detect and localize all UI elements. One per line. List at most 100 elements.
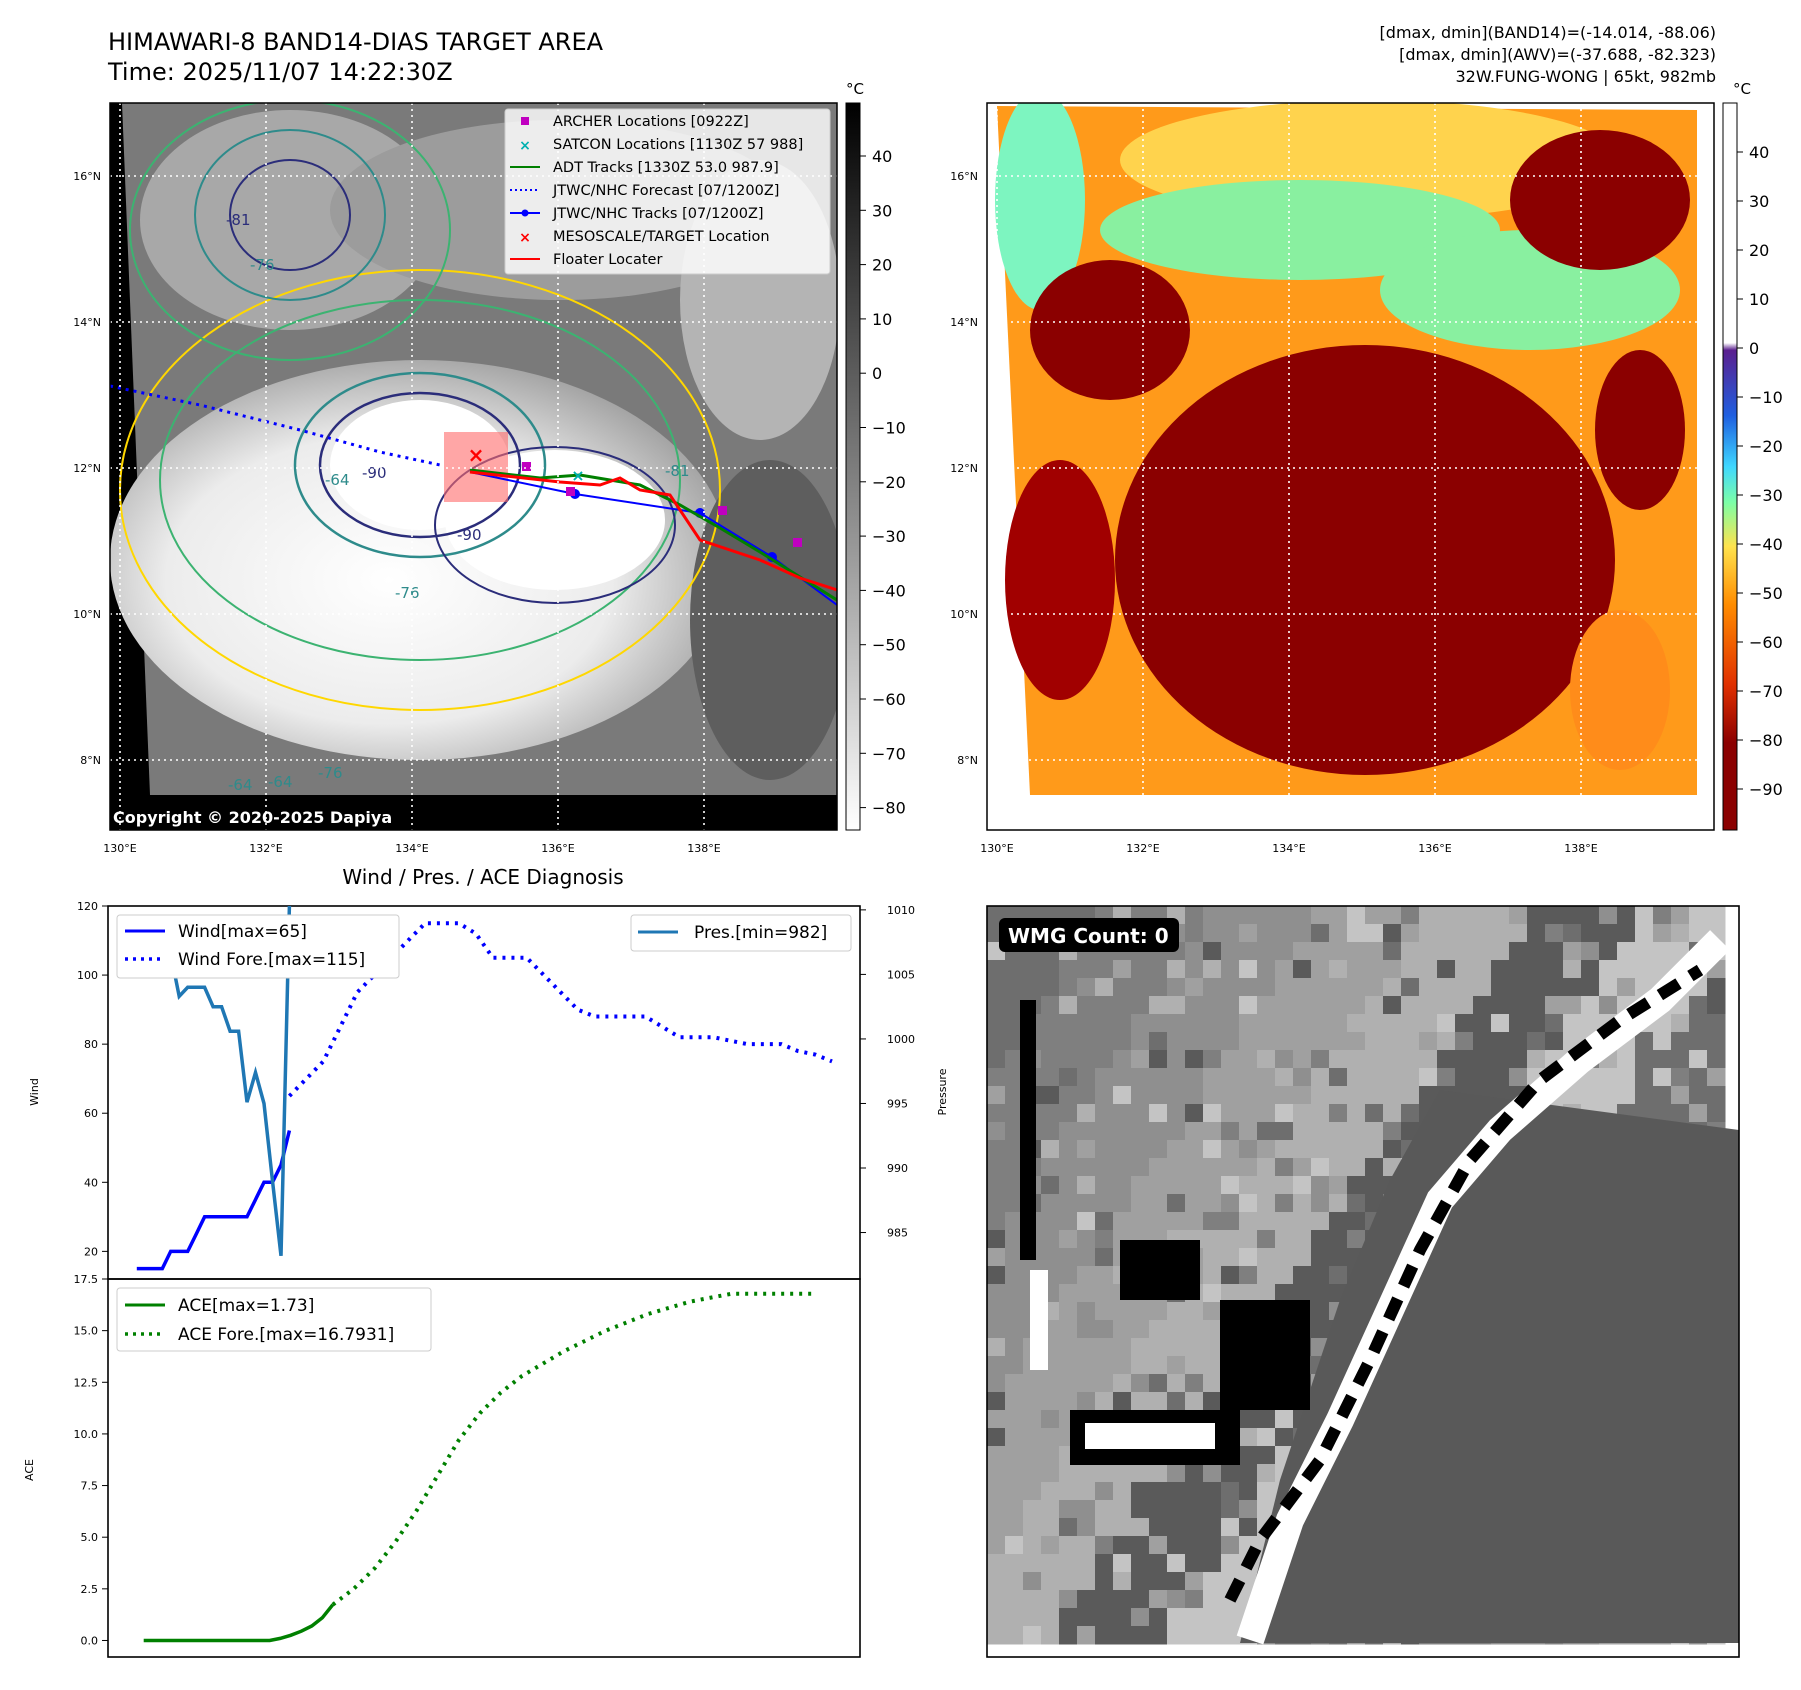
- storm-info: 32W.FUNG-WONG | 65kt, 982mb: [1455, 67, 1716, 86]
- wmg-cell: [1545, 906, 1564, 925]
- wmg-cell: [1293, 1014, 1312, 1033]
- wmg-cell: [1005, 1104, 1024, 1123]
- wmg-cell: [1383, 942, 1402, 961]
- wmg-cell: [1077, 1230, 1096, 1249]
- wmg-cell: [1005, 1050, 1024, 1069]
- wmg-cell: [1149, 1014, 1168, 1033]
- wmg-cell: [1077, 1104, 1096, 1123]
- wmg-cell: [1221, 1482, 1240, 1501]
- wmg-cell: [1113, 1572, 1132, 1591]
- wmg-cell: [1383, 1050, 1402, 1069]
- wmg-cell: [1203, 1518, 1222, 1537]
- wmg-cell: [1347, 1032, 1366, 1051]
- wmg-cell: [1329, 1050, 1348, 1069]
- legend-label: Wind[max=65]: [178, 922, 307, 942]
- wmg-cell: [1491, 996, 1510, 1015]
- wmg-cell: [1671, 1014, 1690, 1033]
- wmg-cell: [1617, 1050, 1636, 1069]
- wmg-cell: [1671, 924, 1690, 943]
- legend-label: ACE Fore.[max=16.7931]: [178, 1325, 394, 1345]
- wmg-cell: [1707, 906, 1726, 925]
- wmg-cell: [1293, 1086, 1312, 1105]
- wmg-cell: [1509, 978, 1528, 997]
- ace-tick-label: 12.5: [74, 1376, 99, 1389]
- wmg-cell: [1023, 1446, 1042, 1465]
- wind-tick-label: 80: [84, 1038, 98, 1051]
- wmg-cell: [987, 1536, 1006, 1555]
- archer-marker: [793, 538, 802, 547]
- wmg-cell: [1347, 1086, 1366, 1105]
- wmg-cell: [1041, 1086, 1060, 1105]
- contour-label: -81: [665, 462, 690, 480]
- wmg-cell: [987, 1248, 1006, 1267]
- wmg-cell: [1203, 1284, 1222, 1303]
- wmg-cell: [1275, 1230, 1294, 1249]
- wmg-cell: [1599, 1068, 1618, 1087]
- wmg-cell: [1023, 1482, 1042, 1501]
- wmg-cell: [1653, 1068, 1672, 1087]
- wmg-cell: [987, 1518, 1006, 1537]
- wmg-cell: [1005, 1410, 1024, 1429]
- wmg-cell: [1581, 978, 1600, 997]
- wmg-cell: [1419, 1086, 1438, 1105]
- map-legend: ARCHER Locations [0922Z] × SATCON Locati…: [504, 108, 831, 275]
- wmg-cell: [1257, 1050, 1276, 1069]
- wmg-cell: [1041, 1518, 1060, 1537]
- wmg-cell: [987, 1572, 1006, 1591]
- wmg-cell: [1131, 1176, 1150, 1195]
- wmg-cell: [1131, 1140, 1150, 1159]
- wmg-cell: [1329, 1122, 1348, 1141]
- colorbar-gradient: [845, 102, 861, 831]
- wmg-cell: [1257, 1284, 1276, 1303]
- wmg-cell: [1185, 1050, 1204, 1069]
- wmg-cell: [1365, 1158, 1384, 1177]
- wmg-cell: [1203, 1122, 1222, 1141]
- wmg-cell: [1149, 1626, 1168, 1645]
- wmg-cell: [1653, 1104, 1672, 1123]
- wmg-cell: [1239, 1086, 1258, 1105]
- wmg-cell: [1005, 1518, 1024, 1537]
- wmg-cell: [1257, 1140, 1276, 1159]
- wmg-cell: [1239, 1410, 1258, 1429]
- wmg-cell: [1185, 1212, 1204, 1231]
- wmg-cell: [1239, 924, 1258, 943]
- wmg-cell: [1059, 1176, 1078, 1195]
- wmg-cell: [1671, 1068, 1690, 1087]
- wmg-cell: [1221, 978, 1240, 997]
- ace-tick-label: 2.5: [81, 1583, 99, 1596]
- wmg-cell: [1275, 1032, 1294, 1051]
- wmg-cell: [1167, 1554, 1186, 1573]
- lon-label: 134°E: [395, 842, 428, 855]
- contour-label: -76: [395, 584, 420, 602]
- colorbar-tick-label: −10: [872, 419, 906, 438]
- wmg-cell: [1113, 1374, 1132, 1393]
- wmg-cell: [1653, 1032, 1672, 1051]
- wmg-cell: [1473, 978, 1492, 997]
- wmg-cell: [987, 1482, 1006, 1501]
- wmg-cell: [1437, 924, 1456, 943]
- wmg-cell: [1077, 1392, 1096, 1411]
- wmg-cell: [1149, 1536, 1168, 1555]
- lon-label: 130°E: [980, 842, 1013, 855]
- wmg-cell: [1599, 942, 1618, 961]
- wmg-cell: [987, 1446, 1006, 1465]
- wmg-cell: [987, 1194, 1006, 1213]
- wmg-cell: [1311, 1284, 1330, 1303]
- colorbar-unit: °C: [1733, 80, 1751, 98]
- wmg-cell: [1311, 1248, 1330, 1267]
- wmg-cell: [1401, 978, 1420, 997]
- wmg-cell: [1617, 942, 1636, 961]
- wmg-cell: [1491, 906, 1510, 925]
- wmg-cell: [1401, 1050, 1420, 1069]
- wmg-cell: [1203, 1212, 1222, 1231]
- wmg-cell: [1131, 978, 1150, 997]
- wmg-frame: [986, 905, 1740, 1658]
- wmg-cell: [987, 1032, 1006, 1051]
- wmg-cell: [1203, 1392, 1222, 1411]
- wmg-cell: [1131, 1590, 1150, 1609]
- moist-band: [1100, 180, 1500, 280]
- contour-label: -76: [318, 764, 343, 782]
- figure-time: Time: 2025/11/07 14:22:30Z: [107, 58, 453, 86]
- wmg-cell: [1113, 1050, 1132, 1069]
- wmg-cell: [1293, 1122, 1312, 1141]
